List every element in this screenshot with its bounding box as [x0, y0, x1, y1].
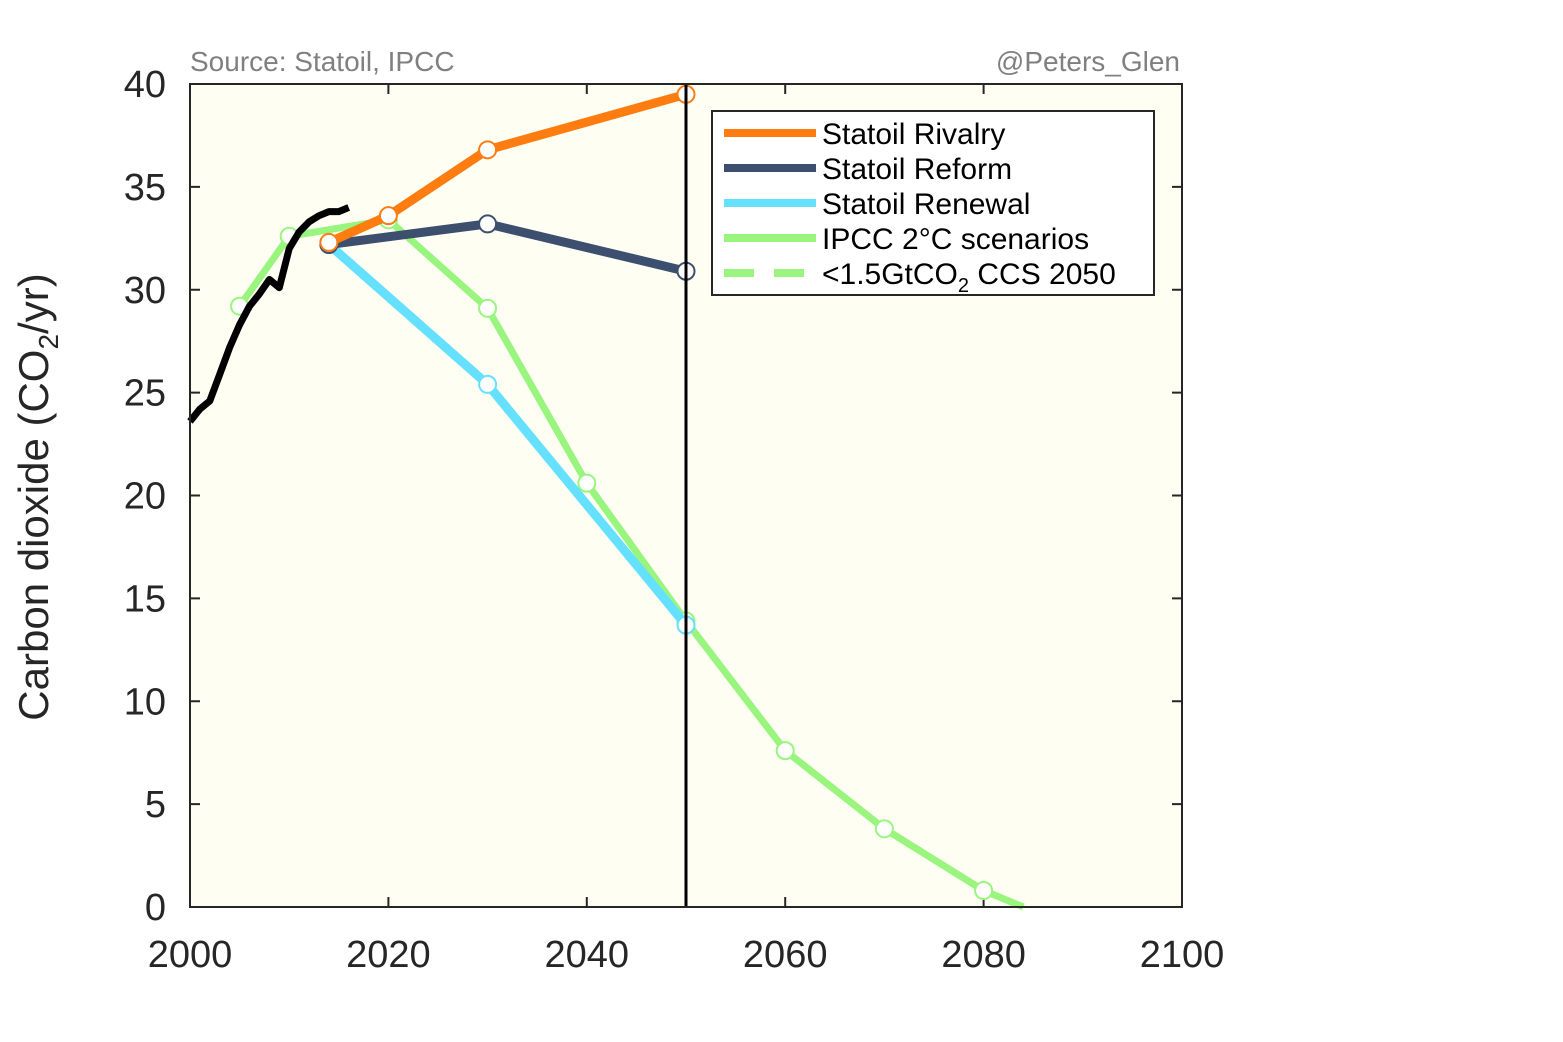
- y-axis-label-part-1: Carbon dioxide (CO: [10, 350, 57, 721]
- legend-label-ccs-part-1: <1.5GtCO: [822, 258, 958, 291]
- point-statoil-renewal-2030: [478, 374, 498, 394]
- y-tick-label-25: 25: [124, 373, 166, 415]
- legend-label-ccs: <1.5GtCO2 CCS 2050: [822, 258, 1116, 297]
- point-statoil-rivalry-2014: [319, 232, 339, 252]
- series-line-statoil-rivalry: [327, 89, 688, 247]
- x-tick-label-2060: 2060: [743, 934, 828, 976]
- legend-label-rivalry: Statoil Rivalry: [822, 118, 1005, 151]
- y-tick-label-5: 5: [145, 784, 166, 826]
- point-ipcc-2-c-scenarios-2070: [874, 819, 894, 839]
- y-tick-label-20: 20: [124, 476, 166, 518]
- point-statoil-rivalry-2020: [378, 206, 398, 226]
- point-ipcc-2-c-scenarios-2030: [478, 298, 498, 318]
- point-statoil-reform-2030: [478, 214, 498, 234]
- point-ipcc-2-c-scenarios-2080: [974, 881, 994, 901]
- point-ipcc-2-c-scenarios-2040: [577, 473, 597, 493]
- x-tick-label-2000: 2000: [148, 934, 233, 976]
- y-axis-label-part-3: /yr): [10, 273, 57, 334]
- plot-frame: [189, 83, 1183, 908]
- y-axis-label-subscript: 2: [33, 334, 64, 350]
- legend: Statoil Rivalry Statoil Reform Statoil R…: [711, 110, 1155, 297]
- series-line-historical: [187, 204, 351, 424]
- y-tick-label-40: 40: [124, 64, 166, 106]
- x-tick-label-2100: 2100: [1140, 934, 1225, 976]
- y-tick-label-15: 15: [124, 578, 166, 620]
- series-line-ipcc-2-c-scenarios: [236, 216, 1025, 911]
- x-tick-label-2040: 2040: [545, 934, 630, 976]
- source-label: Source: Statoil, IPCC: [190, 46, 455, 77]
- legend-label-reform: Statoil Reform: [822, 153, 1012, 186]
- legend-label-ccs-part-3: CCS 2050: [969, 258, 1116, 291]
- y-tick-label-0: 0: [145, 887, 166, 929]
- x-tick-label-2020: 2020: [346, 934, 431, 976]
- legend-label-ccs-subscript: 2: [958, 275, 969, 297]
- point-ipcc-2-c-scenarios-2060: [775, 741, 795, 761]
- tick-labels: 2000 2020 2040 2060 2080 2100 0 5 10 15 20 25 30 35 40: [124, 64, 1225, 976]
- x-tick-label-2080: 2080: [941, 934, 1026, 976]
- series-layer: [187, 84, 1025, 911]
- y-tick-label-30: 30: [124, 270, 166, 312]
- legend-label-ipcc: IPCC 2°C scenarios: [822, 223, 1089, 256]
- series-historical: [187, 204, 351, 424]
- y-tick-label-10: 10: [124, 681, 166, 723]
- legend-label-renewal: Statoil Renewal: [822, 188, 1030, 221]
- point-statoil-rivalry-2030: [478, 140, 498, 160]
- y-axis-label: Carbon dioxide (CO2/yr): [10, 273, 64, 720]
- y-tick-label-35: 35: [124, 167, 166, 209]
- credit-label: @Peters_Glen: [996, 46, 1180, 77]
